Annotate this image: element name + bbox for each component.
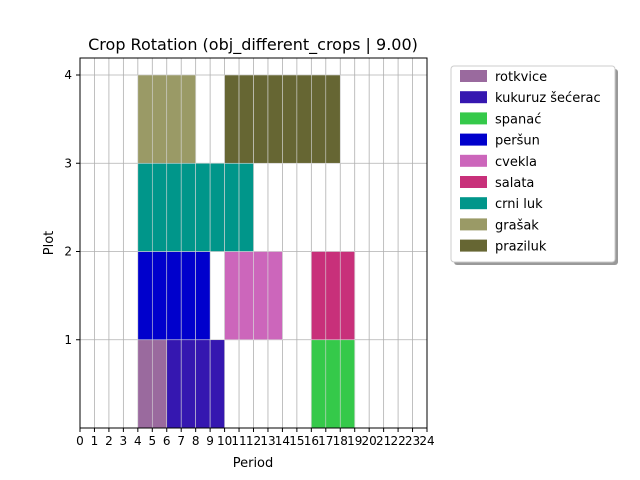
crop-cell-rotkvice bbox=[137, 339, 153, 429]
x-tick-label: 21 bbox=[376, 434, 391, 448]
crop-cell-praziluk bbox=[224, 74, 240, 164]
crop-cell-cvekla bbox=[224, 251, 240, 341]
crop-cell-spanać bbox=[325, 339, 341, 429]
crop-cell-peršun bbox=[137, 251, 153, 341]
x-tick-label: 22 bbox=[390, 434, 405, 448]
crop-cell-crni-luk bbox=[137, 162, 153, 252]
y-tick-label: 4 bbox=[64, 68, 72, 82]
x-tick-label: 7 bbox=[177, 434, 185, 448]
legend-label: rotkvice bbox=[495, 70, 547, 85]
crop-cell-peršun bbox=[151, 251, 168, 341]
legend-label: grašak bbox=[495, 218, 539, 233]
crop-cell-salata bbox=[325, 251, 341, 341]
y-tick-label: 1 bbox=[64, 333, 72, 347]
x-tick-label: 3 bbox=[120, 434, 128, 448]
legend-label: spanać bbox=[495, 112, 541, 127]
crop-cell-peršun bbox=[195, 251, 211, 341]
crop-cell-crni-luk bbox=[209, 162, 225, 252]
x-tick-label: 9 bbox=[206, 434, 214, 448]
legend-swatch bbox=[460, 154, 487, 167]
legend-swatch bbox=[460, 133, 487, 146]
x-tick-label: 17 bbox=[318, 434, 333, 448]
legend: rotkvice kukuruz šećerac spanać peršun cvekl… bbox=[450, 65, 618, 265]
legend-label: praziluk bbox=[495, 240, 547, 255]
legend-swatch bbox=[460, 112, 487, 125]
crop-cell-praziluk bbox=[253, 74, 269, 164]
legend-swatch bbox=[460, 218, 487, 231]
crop-cell-grašak bbox=[180, 74, 196, 164]
crop-cell-kukuruz-šećerac bbox=[209, 339, 225, 429]
x-tick-label: 12 bbox=[246, 434, 261, 448]
crop-cell-crni-luk bbox=[195, 162, 211, 252]
x-tick-label: 2 bbox=[105, 434, 113, 448]
y-axis-ticks: 1 2 3 4 bbox=[64, 68, 80, 347]
crop-cell-kukuruz-šećerac bbox=[180, 339, 196, 429]
legend-swatch bbox=[460, 239, 487, 252]
x-tick-label: 15 bbox=[289, 434, 304, 448]
x-tick-label: 20 bbox=[362, 434, 377, 448]
legend-swatch bbox=[460, 91, 487, 104]
crop-cell-grašak bbox=[151, 74, 168, 164]
x-tick-label: 19 bbox=[347, 434, 362, 448]
legend-box bbox=[450, 65, 616, 263]
crop-blocks bbox=[137, 74, 356, 429]
crop-cell-salata bbox=[339, 251, 356, 341]
y-axis-label: Plot bbox=[42, 231, 57, 256]
crop-cell-crni-luk bbox=[180, 162, 196, 252]
x-tick-label: 1 bbox=[91, 434, 99, 448]
crop-cell-kukuruz-šećerac bbox=[166, 339, 182, 429]
x-tick-label: 10 bbox=[217, 434, 232, 448]
x-tick-label: 23 bbox=[405, 434, 420, 448]
crop-cell-praziluk bbox=[282, 74, 298, 164]
legend-label: cvekla bbox=[495, 155, 537, 170]
crop-cell-crni-luk bbox=[238, 162, 254, 252]
x-tick-label: 5 bbox=[148, 434, 156, 448]
crop-cell-grašak bbox=[166, 74, 182, 164]
legend-label: kukuruz šećerac bbox=[495, 91, 601, 106]
x-tick-label: 11 bbox=[231, 434, 246, 448]
x-tick-label: 6 bbox=[163, 434, 171, 448]
crop-cell-peršun bbox=[180, 251, 196, 341]
x-tick-label: 13 bbox=[260, 434, 275, 448]
y-tick-label: 2 bbox=[64, 245, 72, 259]
chart-title: Crop Rotation (obj_different_crops | 9.0… bbox=[88, 35, 418, 55]
legend-label: crni luk bbox=[495, 197, 543, 212]
crop-cell-cvekla bbox=[267, 251, 283, 341]
crop-cell-rotkvice bbox=[151, 339, 168, 429]
x-tick-label: 16 bbox=[304, 434, 319, 448]
x-tick-label: 4 bbox=[134, 434, 142, 448]
x-tick-label: 14 bbox=[275, 434, 290, 448]
legend-label: salata bbox=[495, 176, 534, 191]
y-tick-label: 3 bbox=[64, 156, 72, 170]
crop-cell-praziluk bbox=[325, 74, 341, 164]
x-axis-label: Period bbox=[233, 456, 274, 471]
crop-cell-praziluk bbox=[296, 74, 312, 164]
legend-label: peršun bbox=[495, 134, 540, 149]
crop-cell-crni-luk bbox=[166, 162, 182, 252]
crop-cell-kukuruz-šećerac bbox=[195, 339, 211, 429]
x-tick-label: 0 bbox=[76, 434, 84, 448]
crop-cell-praziluk bbox=[267, 74, 283, 164]
crop-cell-crni-luk bbox=[151, 162, 168, 252]
x-tick-label: 18 bbox=[333, 434, 348, 448]
legend-swatch bbox=[460, 70, 487, 82]
crop-cell-cvekla bbox=[238, 251, 254, 341]
crop-cell-spanać bbox=[339, 339, 356, 429]
crop-cell-praziluk bbox=[311, 74, 327, 164]
legend-swatch bbox=[460, 176, 487, 188]
crop-cell-cvekla bbox=[253, 251, 269, 341]
x-tick-label: 24 bbox=[419, 434, 434, 448]
crop-cell-salata bbox=[311, 251, 327, 341]
crop-cell-spanać bbox=[311, 339, 327, 429]
x-tick-label: 8 bbox=[192, 434, 200, 448]
crop-cell-grašak bbox=[137, 74, 153, 164]
crop-cell-peršun bbox=[166, 251, 182, 341]
crop-cell-praziluk bbox=[238, 74, 254, 164]
legend-swatch bbox=[460, 197, 487, 210]
crop-cell-crni-luk bbox=[224, 162, 240, 252]
x-axis-ticks: 0 1 2 3 4 5 6 7 8 9 10 11 12 13 14 15 16 17 18 19 20 21 22 23 24 bbox=[76, 428, 435, 448]
